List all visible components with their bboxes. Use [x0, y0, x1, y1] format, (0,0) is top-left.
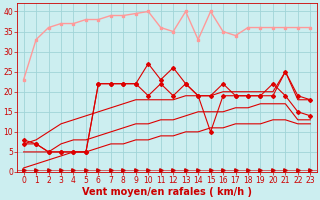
X-axis label: Vent moyen/en rafales ( km/h ): Vent moyen/en rafales ( km/h ) [82, 187, 252, 197]
